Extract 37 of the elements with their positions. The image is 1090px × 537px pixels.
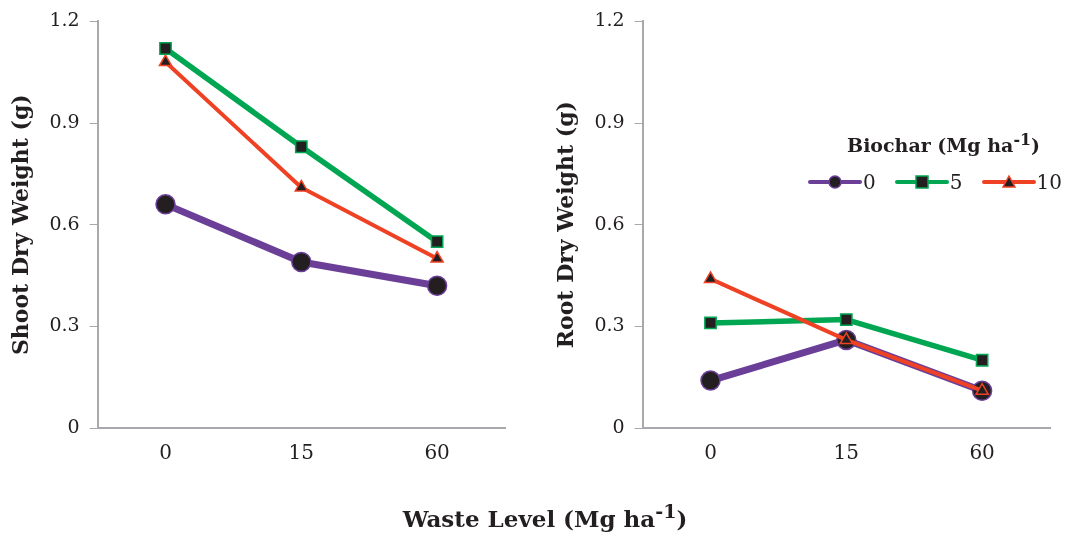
point [430, 235, 444, 249]
legend-label: 10 [1036, 170, 1062, 195]
point [704, 316, 717, 330]
point [294, 179, 309, 192]
point [294, 140, 308, 154]
y-tick-label: 1.2 [49, 8, 80, 31]
x-tick-label: 60 [424, 440, 450, 465]
legend-label: 5 [949, 170, 963, 195]
y-tick-label: 0 [67, 414, 80, 437]
point [426, 275, 448, 296]
point [700, 370, 721, 391]
y-tick-label: 0.3 [594, 313, 625, 336]
point [158, 54, 173, 67]
y-tick-label: 0.3 [49, 313, 80, 336]
point [291, 251, 312, 273]
y-tick-label: 0 [612, 414, 625, 437]
x-tick-label: 15 [833, 440, 860, 465]
point [155, 194, 176, 215]
x-tick-label: 60 [969, 440, 995, 465]
y-tick-label: 0.6 [594, 211, 625, 234]
x-tick-label: 15 [288, 440, 315, 465]
legend-title: Biochar (Mg ha$^{-1}$) [846, 130, 1041, 157]
x-tick-label: 0 [159, 440, 172, 465]
x-axis-title: Waste Level (Mg ha$^{-1}$) [401, 500, 689, 532]
x-tick-label: 0 [704, 440, 717, 465]
y-axis-title: Shoot Dry Weight (g) [6, 94, 33, 356]
y-tick-label: 0.9 [594, 109, 625, 132]
point [839, 313, 853, 326]
y-tick-label: 0.6 [49, 211, 80, 234]
point [430, 250, 444, 263]
point [159, 42, 172, 55]
y-tick-label: 0.9 [49, 109, 80, 132]
y-axis-title: Root Dry Weight (g) [551, 101, 578, 349]
point [975, 353, 989, 367]
legend-label: 0 [863, 170, 876, 195]
y-tick-label: 1.2 [594, 8, 625, 31]
point [703, 271, 718, 284]
